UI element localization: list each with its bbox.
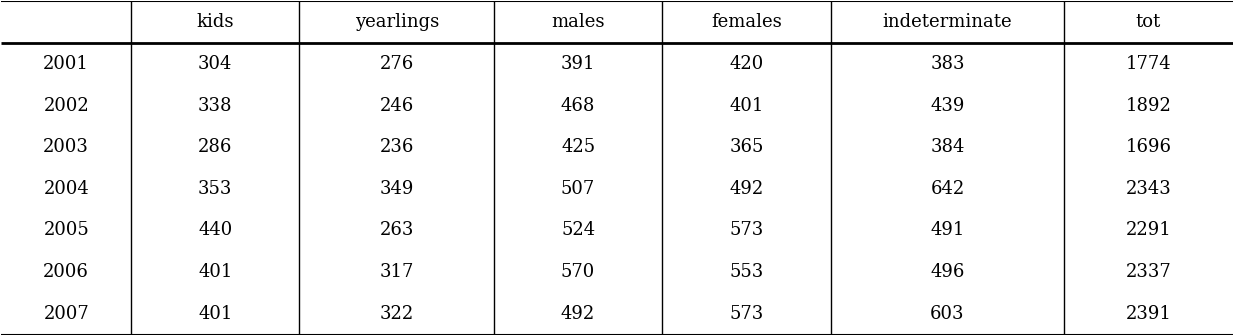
Text: indeterminate: indeterminate bbox=[882, 13, 1012, 31]
Text: 2003: 2003 bbox=[43, 138, 89, 156]
Text: 2343: 2343 bbox=[1125, 180, 1171, 198]
Text: 492: 492 bbox=[561, 305, 595, 323]
Text: yearlings: yearlings bbox=[354, 13, 439, 31]
Text: 439: 439 bbox=[930, 96, 965, 115]
Text: 507: 507 bbox=[561, 180, 595, 198]
Text: 391: 391 bbox=[561, 55, 595, 73]
Text: 468: 468 bbox=[561, 96, 595, 115]
Text: kids: kids bbox=[196, 13, 234, 31]
Text: 338: 338 bbox=[197, 96, 232, 115]
Text: 263: 263 bbox=[380, 221, 413, 240]
Text: 440: 440 bbox=[199, 221, 232, 240]
Text: 570: 570 bbox=[561, 263, 595, 281]
Text: 401: 401 bbox=[197, 305, 232, 323]
Text: 496: 496 bbox=[930, 263, 965, 281]
Text: 401: 401 bbox=[729, 96, 764, 115]
Text: 2006: 2006 bbox=[43, 263, 89, 281]
Text: 420: 420 bbox=[729, 55, 764, 73]
Text: 246: 246 bbox=[380, 96, 413, 115]
Text: 317: 317 bbox=[380, 263, 413, 281]
Text: males: males bbox=[552, 13, 605, 31]
Text: 2391: 2391 bbox=[1125, 305, 1171, 323]
Text: 425: 425 bbox=[561, 138, 595, 156]
Text: 492: 492 bbox=[729, 180, 764, 198]
Text: 1696: 1696 bbox=[1125, 138, 1171, 156]
Text: 2001: 2001 bbox=[43, 55, 89, 73]
Text: 349: 349 bbox=[380, 180, 413, 198]
Text: 1892: 1892 bbox=[1125, 96, 1171, 115]
Text: 304: 304 bbox=[197, 55, 232, 73]
Text: 573: 573 bbox=[729, 221, 764, 240]
Text: 603: 603 bbox=[930, 305, 965, 323]
Text: 286: 286 bbox=[197, 138, 232, 156]
Text: 1774: 1774 bbox=[1125, 55, 1171, 73]
Text: tot: tot bbox=[1135, 13, 1161, 31]
Text: 2337: 2337 bbox=[1125, 263, 1171, 281]
Text: 365: 365 bbox=[729, 138, 764, 156]
Text: 524: 524 bbox=[561, 221, 595, 240]
Text: 353: 353 bbox=[197, 180, 232, 198]
Text: females: females bbox=[711, 13, 782, 31]
Text: 2004: 2004 bbox=[43, 180, 89, 198]
Text: 491: 491 bbox=[930, 221, 965, 240]
Text: 401: 401 bbox=[197, 263, 232, 281]
Text: 2005: 2005 bbox=[43, 221, 89, 240]
Text: 2002: 2002 bbox=[43, 96, 89, 115]
Text: 2007: 2007 bbox=[43, 305, 89, 323]
Text: 236: 236 bbox=[380, 138, 413, 156]
Text: 322: 322 bbox=[380, 305, 413, 323]
Text: 2291: 2291 bbox=[1125, 221, 1171, 240]
Text: 553: 553 bbox=[729, 263, 764, 281]
Text: 276: 276 bbox=[380, 55, 413, 73]
Text: 573: 573 bbox=[729, 305, 764, 323]
Text: 642: 642 bbox=[930, 180, 965, 198]
Text: 384: 384 bbox=[930, 138, 965, 156]
Text: 383: 383 bbox=[930, 55, 965, 73]
